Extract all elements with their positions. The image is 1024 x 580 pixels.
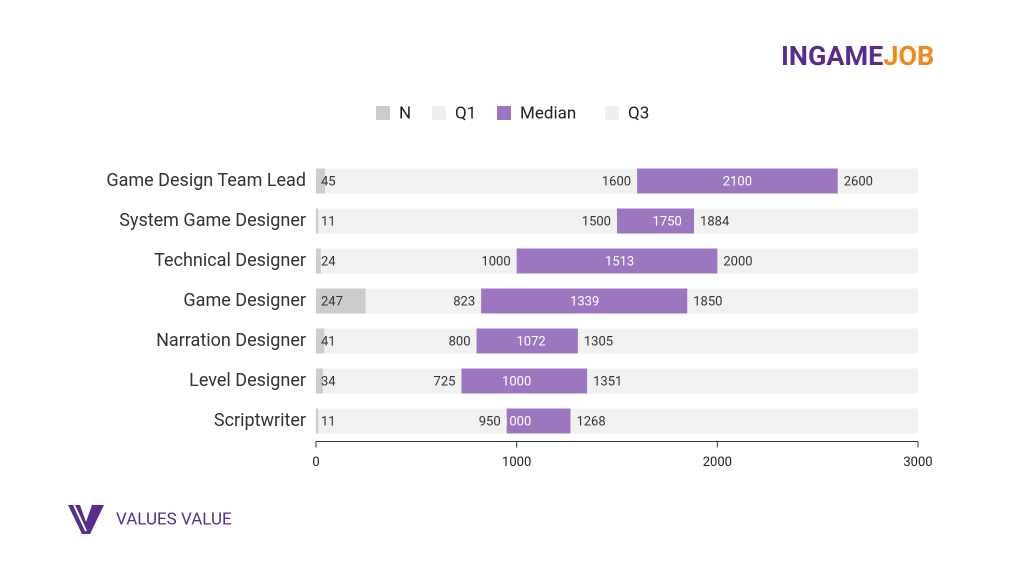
n-bar <box>316 288 366 314</box>
n-label: 24 <box>321 254 336 269</box>
median-label: 1072 <box>516 334 545 349</box>
category-label: System Game Designer <box>119 210 306 231</box>
q3-label: 2600 <box>844 174 873 189</box>
iqr-box <box>506 408 571 434</box>
footer-logo-icon-line <box>73 504 87 532</box>
q1-label: 1500 <box>582 214 611 229</box>
iqr-box <box>516 248 718 274</box>
legend-label: Q3 <box>628 103 649 123</box>
x-tick-label: 2000 <box>703 455 732 470</box>
track <box>316 408 918 434</box>
category-label: Level Designer <box>189 370 306 391</box>
legend-swatch <box>376 106 390 120</box>
n-label: 34 <box>321 374 336 389</box>
iqr-box <box>617 208 695 234</box>
n-bar <box>316 168 326 194</box>
n-label: 11 <box>321 214 336 229</box>
track <box>316 328 918 354</box>
n-bar <box>316 248 321 274</box>
n-label: 45 <box>321 174 336 189</box>
x-tick-label: 1000 <box>502 455 531 470</box>
median-label: 1000 <box>502 414 531 429</box>
n-bar <box>316 368 323 394</box>
q1-label: 800 <box>449 334 471 349</box>
q3-label: 1268 <box>576 414 605 429</box>
legend-swatch <box>605 106 619 120</box>
median-label: 1513 <box>605 254 634 269</box>
legend-swatch <box>497 106 511 120</box>
logo-left: INGAME <box>781 40 883 72</box>
median-label: 2100 <box>723 174 752 189</box>
median-label: 1750 <box>653 214 682 229</box>
q1-label: 950 <box>479 414 501 429</box>
iqr-box <box>461 368 588 394</box>
iqr-box <box>481 288 688 314</box>
footer-text: VALUES VALUE <box>116 509 232 529</box>
q3-label: 2000 <box>723 254 752 269</box>
n-bar <box>316 208 319 234</box>
q1-label: 823 <box>453 294 475 309</box>
track <box>316 368 918 394</box>
median-label: 1339 <box>570 294 599 309</box>
category-label: Technical Designer <box>154 250 306 271</box>
n-bar <box>316 328 325 354</box>
q3-label: 1351 <box>593 374 622 389</box>
iqr-box <box>476 328 578 354</box>
n-label: 41 <box>321 334 336 349</box>
median-label: 1000 <box>502 374 531 389</box>
legend-label: Median <box>520 103 576 123</box>
legend-label: Q1 <box>455 103 476 123</box>
logo: INGAMEJOB <box>781 40 934 72</box>
q1-label: 1600 <box>602 174 631 189</box>
x-tick-label: 0 <box>312 455 319 470</box>
category-label: Narration Designer <box>156 330 306 351</box>
q3-label: 1305 <box>584 334 613 349</box>
n-label: 247 <box>321 294 343 309</box>
iqr-box <box>637 168 838 194</box>
n-bar <box>316 408 319 434</box>
category-label: Scriptwriter <box>214 410 306 431</box>
legend-label: N <box>399 103 411 123</box>
q3-label: 1850 <box>693 294 722 309</box>
q1-label: 1000 <box>481 254 510 269</box>
category-label: Game Designer <box>183 290 306 311</box>
q1-label: 725 <box>434 374 456 389</box>
x-tick-label: 3000 <box>903 455 932 470</box>
n-label: 11 <box>321 414 336 429</box>
category-label: Game Design Team Lead <box>106 170 306 191</box>
legend-swatch <box>432 106 446 120</box>
logo-right: JOB <box>883 40 934 72</box>
q3-label: 1884 <box>700 214 730 229</box>
